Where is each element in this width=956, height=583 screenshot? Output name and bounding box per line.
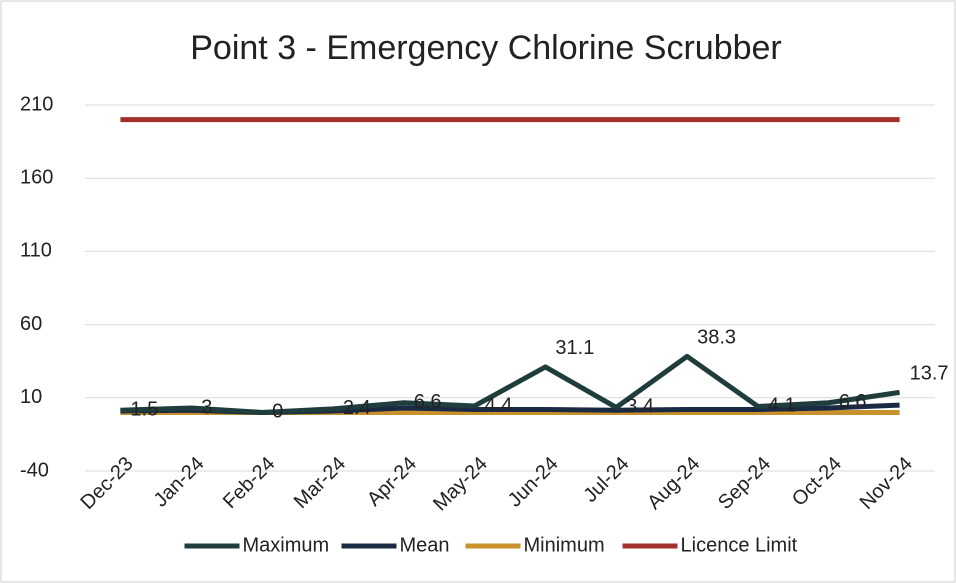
- y-tick-label: 210: [20, 93, 53, 115]
- data-label: 4.1: [768, 395, 796, 417]
- y-tick-label: 160: [20, 166, 53, 188]
- y-tick-label: 10: [20, 386, 42, 408]
- data-label: 2.4: [343, 397, 371, 419]
- data-label: 6.6: [839, 391, 867, 413]
- series-line: [120, 353, 900, 415]
- y-tick-label: 60: [20, 313, 42, 335]
- legend-label: Minimum: [524, 534, 605, 556]
- legend-label: Licence Limit: [681, 534, 798, 556]
- data-label: 38.3: [697, 327, 736, 349]
- data-label: 0: [272, 401, 283, 423]
- data-label: 13.7: [910, 363, 949, 385]
- y-tick-label: 110: [20, 240, 52, 262]
- data-label: 3: [201, 396, 212, 418]
- legend-label: Mean: [400, 534, 450, 556]
- data-label: 6.6: [414, 391, 442, 413]
- data-label: 31.1: [555, 337, 594, 359]
- data-label: 4.4: [485, 394, 513, 416]
- y-tick-label: -40: [20, 459, 49, 481]
- data-label: 3.4: [626, 396, 654, 418]
- legend-label: Maximum: [243, 534, 330, 556]
- chart-title: Point 3 - Emergency Chlorine Scrubber: [190, 29, 782, 67]
- data-label: 1.5: [130, 399, 158, 421]
